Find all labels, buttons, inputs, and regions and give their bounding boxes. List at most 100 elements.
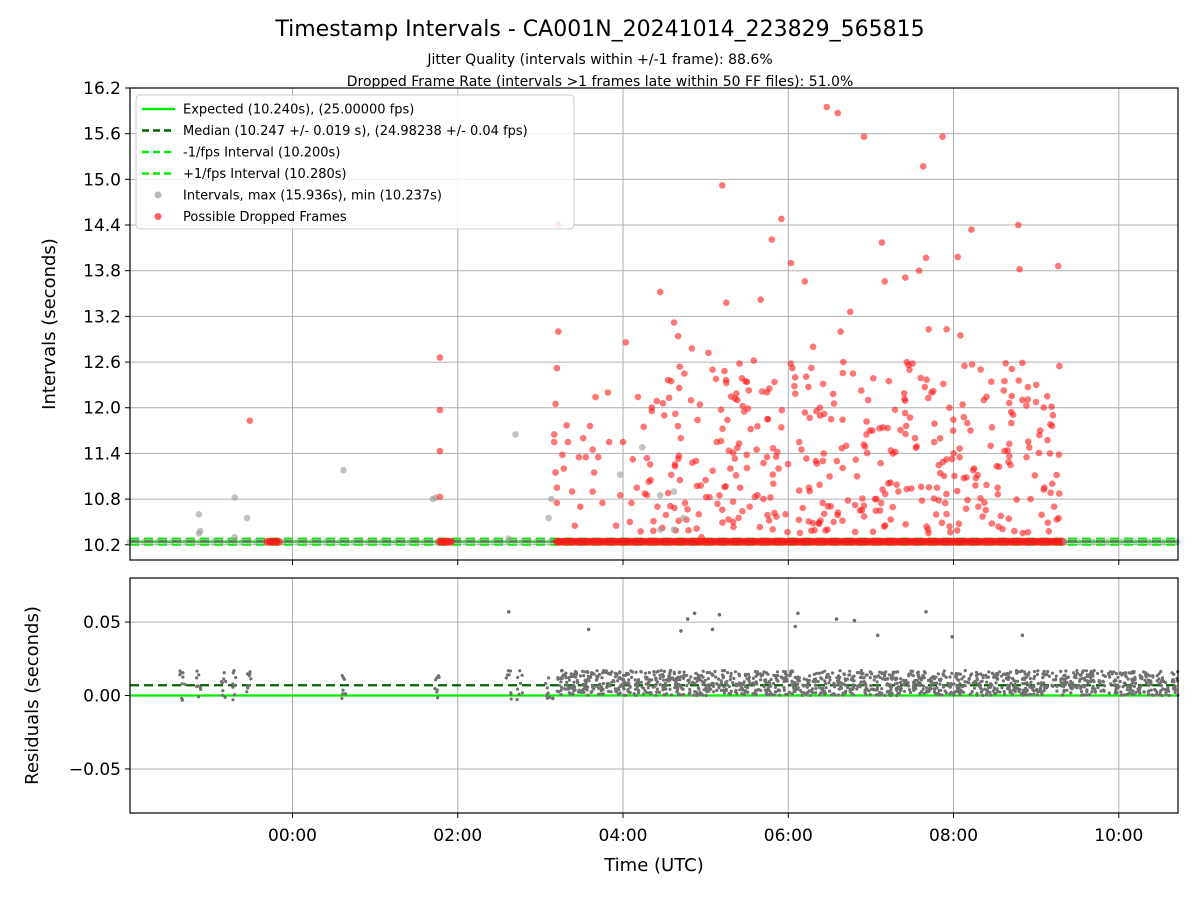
dropped-frame-point bbox=[968, 361, 976, 368]
dropped-frame-point bbox=[605, 438, 613, 446]
residual-point bbox=[901, 683, 906, 687]
residual-point bbox=[796, 686, 800, 690]
residual-point bbox=[615, 673, 619, 677]
dropped-frame-point bbox=[930, 438, 938, 446]
residual-point bbox=[899, 688, 903, 692]
dropped-frame-point bbox=[784, 528, 791, 536]
residual-point bbox=[949, 682, 953, 686]
dropped-frame-point bbox=[735, 440, 743, 447]
dropped-frame-point bbox=[664, 489, 672, 497]
residual-point bbox=[607, 684, 612, 688]
residual-point bbox=[1075, 669, 1079, 673]
residual-point bbox=[701, 675, 705, 679]
residual-point bbox=[652, 670, 656, 674]
dropped-frame-point bbox=[694, 416, 701, 424]
residual-point bbox=[972, 686, 977, 690]
residual-point bbox=[767, 680, 771, 684]
residual-point bbox=[852, 693, 856, 697]
residual-point bbox=[963, 684, 967, 688]
residuals-ylabel: Residuals (seconds) bbox=[22, 606, 43, 785]
residual-point bbox=[1036, 682, 1040, 686]
residual-point bbox=[895, 688, 899, 693]
residual-point bbox=[707, 686, 711, 690]
dropped-frame-point bbox=[1024, 396, 1032, 403]
dropped-frame-point bbox=[876, 507, 884, 514]
dropped-frame-point bbox=[922, 254, 930, 262]
residual-point bbox=[658, 683, 662, 687]
residual-point bbox=[340, 696, 344, 701]
residual-point bbox=[1025, 681, 1029, 685]
residual-point bbox=[912, 681, 917, 685]
dropped-frame-point bbox=[897, 426, 904, 434]
residual-point bbox=[1078, 673, 1082, 677]
residual-point bbox=[1000, 674, 1004, 678]
dropped-frame-point bbox=[925, 484, 933, 491]
dropped-frame-point bbox=[979, 513, 986, 520]
dropped-frame-point bbox=[733, 390, 740, 397]
residual-point bbox=[587, 679, 591, 683]
residual-point bbox=[797, 679, 802, 683]
residuals-axes-frame bbox=[129, 577, 1179, 814]
residual-point bbox=[909, 669, 913, 673]
dropped-frame-point bbox=[676, 476, 684, 484]
residual-point bbox=[1110, 672, 1114, 676]
residual-point bbox=[820, 677, 824, 681]
residual-point bbox=[1022, 670, 1027, 674]
residual-point bbox=[908, 690, 913, 695]
residual-point bbox=[875, 680, 879, 684]
intervals-panel: 10.2 10.8 11.4 12.0 12.6 13.2 13.8 14.4 15.0 15.6… bbox=[39, 79, 1181, 565]
interval-point bbox=[476, 538, 484, 546]
residual-point bbox=[1069, 691, 1073, 695]
dropped-frame-point bbox=[869, 528, 877, 536]
residual-point bbox=[520, 673, 524, 678]
interval-point bbox=[252, 538, 260, 546]
dropped-frame-point bbox=[589, 488, 596, 495]
residual-point bbox=[342, 677, 346, 682]
interval-point bbox=[243, 514, 251, 522]
residual-point bbox=[884, 670, 888, 674]
dropped-frame-point bbox=[851, 501, 859, 509]
residual-point bbox=[1079, 686, 1083, 691]
dropped-frame-point bbox=[939, 133, 946, 140]
interval-point bbox=[1173, 538, 1181, 546]
dropped-frame-point bbox=[1008, 419, 1015, 427]
dropped-frame-point bbox=[820, 450, 827, 457]
interval-point bbox=[511, 538, 519, 546]
residual-point bbox=[896, 685, 900, 689]
residual-point bbox=[564, 676, 568, 680]
residual-point bbox=[913, 678, 917, 683]
residual-point bbox=[580, 690, 584, 694]
residual-point bbox=[762, 685, 766, 689]
interval-point bbox=[140, 538, 148, 546]
residual-point bbox=[793, 681, 797, 685]
residual-point bbox=[1044, 686, 1049, 690]
residual-point bbox=[701, 693, 705, 697]
dropped-frame-point bbox=[712, 375, 720, 383]
dropped-frame-point bbox=[931, 420, 938, 428]
residual-point bbox=[571, 692, 575, 696]
residual-point bbox=[1146, 678, 1150, 682]
dropped-frame-point bbox=[590, 469, 598, 476]
dropped-frame-point bbox=[833, 457, 841, 465]
residual-point bbox=[1021, 688, 1025, 692]
dropped-frame-point bbox=[764, 415, 771, 423]
residual-point bbox=[885, 677, 889, 681]
dropped-frame-point bbox=[860, 133, 868, 140]
dropped-frame-point bbox=[1008, 365, 1016, 373]
dropped-frame-point bbox=[1024, 438, 1032, 446]
dropped-frame-point bbox=[1035, 449, 1043, 457]
residual-point bbox=[677, 693, 681, 697]
dropped-frame-point bbox=[1007, 408, 1015, 416]
residual-point bbox=[679, 675, 683, 679]
dropped-frame-point bbox=[1031, 472, 1039, 479]
residual-point bbox=[675, 677, 680, 681]
residual-point bbox=[737, 681, 741, 685]
dropped-frame-point bbox=[571, 522, 579, 529]
residual-point bbox=[586, 670, 590, 675]
residual-point bbox=[907, 674, 911, 678]
dropped-frame-point bbox=[856, 507, 864, 514]
dropped-frame-point bbox=[796, 438, 803, 446]
residual-point bbox=[681, 676, 686, 681]
residual-point bbox=[899, 677, 903, 681]
dropped-frame-point bbox=[822, 527, 829, 534]
